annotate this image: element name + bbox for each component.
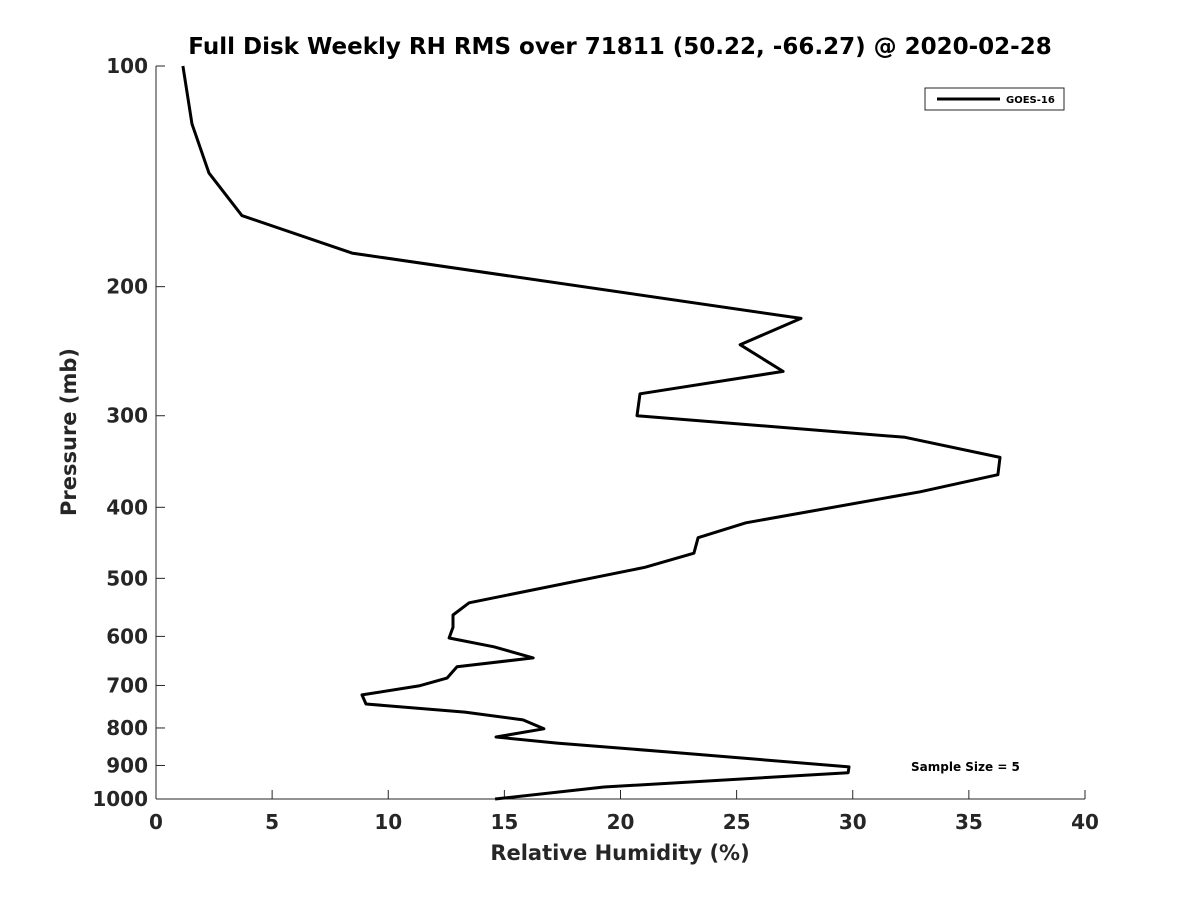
plot-area — [156, 66, 1085, 799]
y-tick-label: 400 — [106, 495, 148, 519]
legend: GOES-16 — [924, 87, 1065, 111]
chart-title: Full Disk Weekly RH RMS over 71811 (50.2… — [188, 34, 1051, 60]
y-tick-label: 100 — [106, 54, 148, 78]
x-tick-label: 30 — [839, 810, 867, 834]
x-tick-label: 25 — [723, 810, 751, 834]
x-tick-label: 0 — [149, 810, 163, 834]
legend-label: GOES-16 — [1006, 95, 1055, 106]
y-tick-label: 300 — [106, 404, 148, 428]
y-axis-label: Pressure (mb) — [57, 348, 81, 516]
sample-size-annotation: Sample Size = 5 — [911, 760, 1020, 774]
y-tick-label: 700 — [106, 673, 148, 697]
x-tick-label: 40 — [1071, 810, 1099, 834]
y-tick-label: 600 — [106, 624, 148, 648]
y-tick-label: 500 — [106, 566, 148, 590]
x-tick-label: 15 — [490, 810, 518, 834]
y-tick-label: 1000 — [92, 787, 148, 811]
x-tick-label: 35 — [955, 810, 983, 834]
y-tick-label: 800 — [106, 716, 148, 740]
x-tick-label: 10 — [374, 810, 402, 834]
x-tick-label: 20 — [607, 810, 635, 834]
y-tick-label: 900 — [106, 753, 148, 777]
x-tick-label: 5 — [265, 810, 279, 834]
x-axis-label: Relative Humidity (%) — [490, 841, 749, 865]
y-tick-label: 200 — [106, 275, 148, 299]
series-line-goes-16 — [181, 65, 1002, 801]
